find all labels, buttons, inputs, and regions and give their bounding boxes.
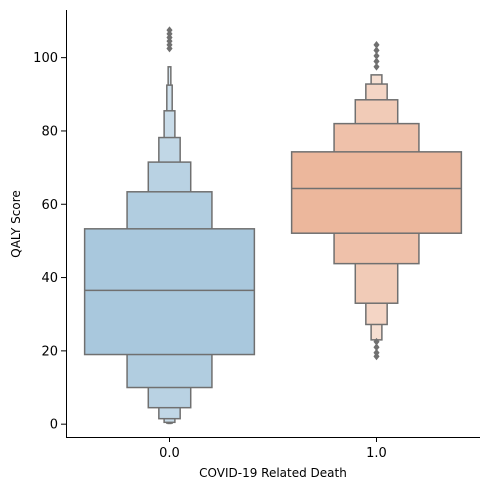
- outlier-point: [373, 46, 380, 55]
- outlier-point: [373, 51, 380, 60]
- y-tick-label: 100: [33, 51, 58, 66]
- y-tick-label: 80: [41, 124, 58, 139]
- y-axis-label: QALY Score: [9, 190, 23, 258]
- boxen-box: [83, 228, 256, 356]
- outlier-point: [166, 26, 173, 34]
- outlier-point: [373, 40, 380, 49]
- boxen-group-0.0: [83, 26, 256, 425]
- y-tick-label: 20: [41, 344, 58, 359]
- y-tick-label: 40: [41, 271, 58, 286]
- outlier-point: [373, 343, 380, 352]
- y-tick-label: 0: [50, 418, 58, 433]
- plot-area: [83, 26, 463, 425]
- outlier-point: [373, 337, 380, 346]
- x-axis-label: COVID-19 Related Death: [199, 466, 347, 480]
- x-ticks: 0.0 1.0: [159, 437, 387, 461]
- y-ticks: 0 20 40 60 80 100: [33, 51, 66, 433]
- x-tick-label: 0.0: [159, 446, 180, 461]
- boxen-group-1.0: [290, 40, 463, 361]
- outlier-point: [373, 57, 380, 66]
- boxen-box: [290, 151, 463, 234]
- outlier-point: [373, 62, 380, 71]
- x-tick-label: 1.0: [366, 446, 387, 461]
- y-tick-label: 60: [41, 198, 58, 213]
- outlier-point: [373, 348, 380, 357]
